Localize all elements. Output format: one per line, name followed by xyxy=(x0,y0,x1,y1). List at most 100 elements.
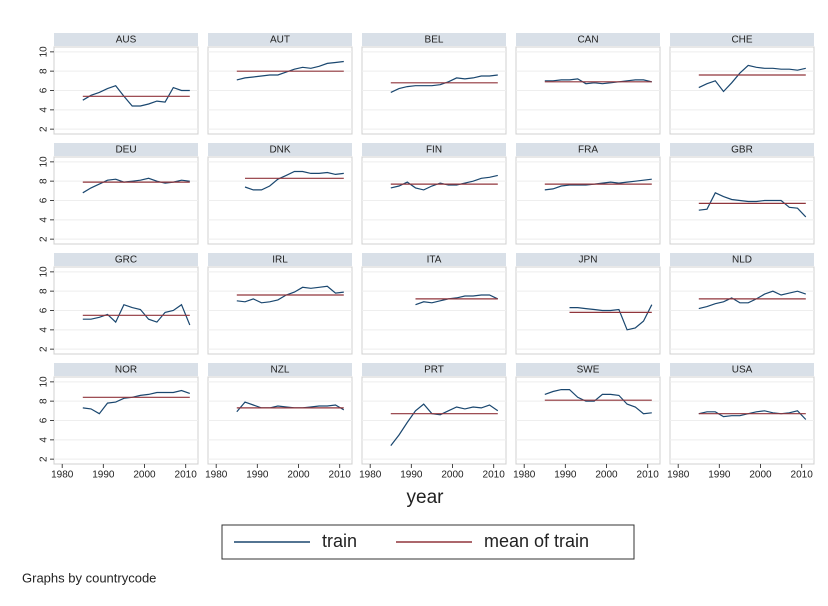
series-line xyxy=(82,303,191,326)
series-line xyxy=(82,389,190,415)
panel-title: DEU xyxy=(115,145,136,156)
x-tick-label: 2000 xyxy=(133,470,156,481)
y-tick-label: 4 xyxy=(39,327,50,333)
y-tick-label: 2 xyxy=(39,126,50,132)
series-line xyxy=(698,410,807,420)
y-tick-label: 8 xyxy=(39,398,50,404)
panel-title: ITA xyxy=(427,255,442,266)
y-tick-label: 2 xyxy=(39,236,50,242)
panel-header xyxy=(362,253,506,266)
series-line xyxy=(390,403,499,446)
x-tick-label: 2010 xyxy=(637,470,660,481)
panel-title: NOR xyxy=(115,365,137,376)
panel-title: NZL xyxy=(271,365,290,376)
y-tick-label: 8 xyxy=(39,288,50,294)
y-tick-label: 8 xyxy=(39,178,50,184)
panel-title: CHE xyxy=(731,35,752,46)
panel-title: IRL xyxy=(272,255,288,266)
series-line xyxy=(544,389,652,415)
panel-header xyxy=(54,33,198,46)
panel-title: BEL xyxy=(425,35,444,46)
panel-header xyxy=(208,143,352,156)
panel-header xyxy=(670,363,814,376)
panel-header xyxy=(670,33,814,46)
panel-title: JPN xyxy=(579,255,598,266)
x-tick-label: 2000 xyxy=(441,470,464,481)
x-tick-label: 1990 xyxy=(554,470,577,481)
x-tick-label: 1990 xyxy=(246,470,269,481)
x-tick-label: 1980 xyxy=(51,470,74,481)
x-tick-label: 2010 xyxy=(329,470,352,481)
y-tick-label: 6 xyxy=(39,307,50,313)
panel-title: AUT xyxy=(270,35,290,46)
x-axis-label: year xyxy=(407,487,445,508)
panel-header xyxy=(362,143,506,156)
x-tick-label: 1980 xyxy=(667,470,690,481)
x-tick-label: 2010 xyxy=(175,470,198,481)
y-tick-label: 10 xyxy=(39,266,50,278)
panel-header xyxy=(516,143,660,156)
panel-header xyxy=(362,33,506,46)
series-line xyxy=(82,84,190,107)
panel-title: GBR xyxy=(731,145,753,156)
y-tick-label: 10 xyxy=(39,376,50,388)
panel-title: FRA xyxy=(578,145,598,156)
series-line xyxy=(698,290,806,310)
note: Graphs by countrycode xyxy=(22,570,156,585)
x-tick-label: 2010 xyxy=(791,470,814,481)
series-line xyxy=(415,294,499,306)
panel-header xyxy=(516,33,660,46)
x-tick-label: 2000 xyxy=(749,470,772,481)
x-tick-label: 1990 xyxy=(92,470,115,481)
panel-header xyxy=(670,253,814,266)
y-tick-label: 4 xyxy=(39,217,50,223)
x-tick-label: 1980 xyxy=(205,470,228,481)
x-tick-label: 1990 xyxy=(400,470,423,481)
panel-title: PRT xyxy=(424,365,444,376)
x-tick-label: 2000 xyxy=(595,470,618,481)
x-tick-label: 1980 xyxy=(513,470,536,481)
panel-title: DNK xyxy=(269,145,290,156)
y-tick-label: 2 xyxy=(39,346,50,352)
series-line xyxy=(544,78,652,85)
panel-title: SWE xyxy=(577,365,600,376)
panel-header xyxy=(208,253,352,266)
panel-title: AUS xyxy=(116,35,137,46)
panel-title: CAN xyxy=(577,35,598,46)
series-line xyxy=(569,304,653,331)
panel-title: GRC xyxy=(115,255,137,266)
panel-header xyxy=(208,363,352,376)
panel-title: FIN xyxy=(426,145,442,156)
y-tick-label: 6 xyxy=(39,417,50,423)
y-tick-label: 2 xyxy=(39,456,50,462)
y-tick-label: 10 xyxy=(39,46,50,58)
series-line xyxy=(236,285,344,304)
y-tick-label: 8 xyxy=(39,68,50,74)
panel-title: USA xyxy=(732,365,753,376)
legend-label: train xyxy=(322,531,357,551)
x-tick-label: 1990 xyxy=(708,470,731,481)
series-line xyxy=(698,192,807,218)
series-line xyxy=(244,170,344,191)
panel-header xyxy=(54,363,198,376)
panel-header xyxy=(54,253,198,266)
panel-header xyxy=(516,363,660,376)
panel-header xyxy=(670,143,814,156)
y-tick-label: 10 xyxy=(39,156,50,168)
x-tick-label: 1980 xyxy=(359,470,382,481)
x-tick-label: 2000 xyxy=(287,470,310,481)
panel-title: NLD xyxy=(732,255,752,266)
panel-header xyxy=(362,363,506,376)
x-tick-label: 2010 xyxy=(483,470,506,481)
panel-header xyxy=(54,143,198,156)
y-tick-label: 4 xyxy=(39,107,50,113)
legend-label: mean of train xyxy=(484,531,589,551)
y-tick-label: 6 xyxy=(39,197,50,203)
panel-header xyxy=(516,253,660,266)
y-tick-label: 4 xyxy=(39,437,50,443)
y-tick-label: 6 xyxy=(39,87,50,93)
series-line xyxy=(698,64,806,93)
panel-header xyxy=(208,33,352,46)
